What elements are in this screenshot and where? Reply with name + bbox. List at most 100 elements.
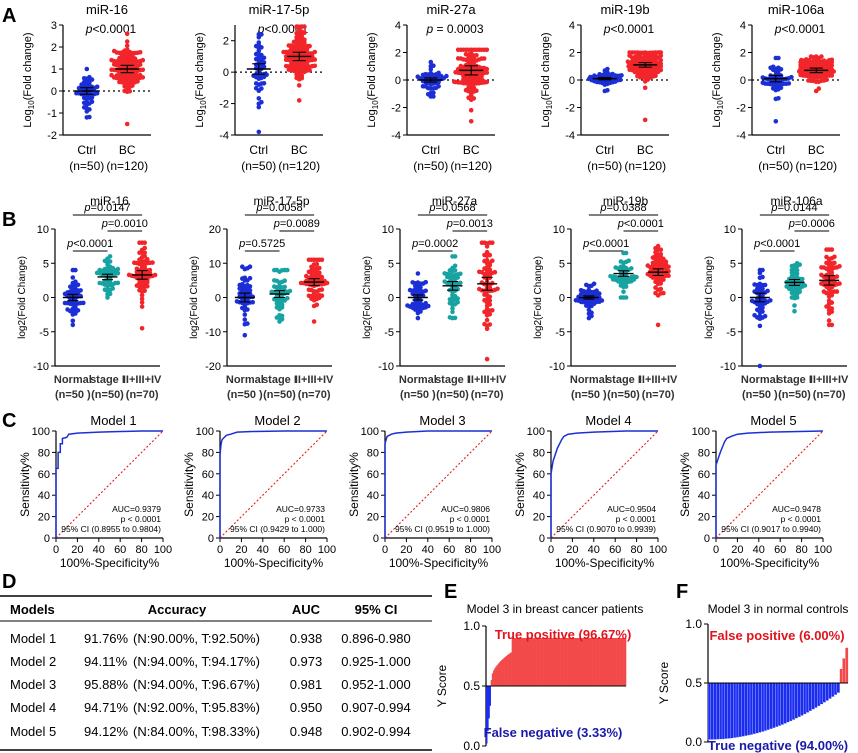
b-x-tick-label: II+III+IV: [639, 374, 678, 386]
a-ctrl-point: [76, 85, 82, 91]
d-accuracy-detail-cell: (N:90.00%, T:92.50%): [133, 631, 260, 646]
a-bc-point: [312, 57, 318, 62]
b-n-label: (n=50): [436, 389, 469, 401]
e-score-bar: [565, 638, 567, 686]
c-p-label: p < 0.0001: [121, 514, 162, 524]
f-score-bar: [719, 682, 723, 740]
a-bc-point: [137, 50, 143, 55]
b-point: [62, 300, 68, 306]
c-y-tick-label: 60: [533, 469, 545, 481]
b-point: [269, 289, 275, 295]
b-point: [591, 281, 597, 287]
a-ctrl-point: [256, 96, 262, 101]
e-score-bar: [608, 638, 610, 686]
b-point: [492, 269, 498, 275]
f-score-bar: [825, 682, 829, 701]
b-point: [242, 317, 248, 322]
b-plot-title: miR-19b: [603, 194, 649, 208]
c-x-axis-label: 100%-Specificity%: [224, 556, 324, 570]
e-y-tick-label: 0.5: [463, 679, 480, 693]
e-score-bar: [539, 638, 542, 686]
a-bc-point: [286, 49, 292, 54]
b-y-tick-label: 5: [388, 258, 394, 270]
a-bc-point: [122, 88, 127, 94]
a-ctrl-point: [760, 80, 766, 86]
a-bc-point: [813, 54, 819, 59]
c-roc-curve: [55, 430, 163, 538]
a-x-tick-label: BC: [291, 143, 308, 157]
a-ctrl-point: [431, 90, 436, 96]
a-bc-point: [140, 67, 146, 73]
b-point: [594, 288, 599, 294]
e-score-bar: [504, 656, 507, 686]
b-comparison-p: p=0.0388: [599, 202, 646, 214]
a-y-tick-label: 0: [740, 75, 746, 87]
a-bc-point: [124, 47, 130, 52]
a-ctrl-point: [81, 76, 87, 81]
b-point: [105, 295, 110, 300]
b-point: [137, 240, 142, 245]
a-bc-point: [124, 43, 130, 48]
b-point: [752, 313, 757, 318]
b-point: [272, 284, 277, 289]
c-x-axis-label: 100%-Specificity%: [720, 556, 820, 570]
e-score-bar: [594, 638, 596, 686]
a-bc-point: [474, 53, 479, 58]
b-point: [304, 273, 309, 279]
e-score-bar: [514, 638, 516, 686]
e-y-tick-label: 0.0: [463, 739, 480, 753]
b-point: [578, 287, 584, 293]
b-y-tick-label: 5: [43, 258, 49, 270]
b-n-label: (n=70): [298, 389, 331, 401]
c-x-axis-label: 100%-Specificity%: [60, 556, 160, 570]
b-y-tick-label: 20: [209, 224, 221, 236]
c-y-tick-label: 20: [367, 512, 379, 524]
c-x-tick-label: 0: [53, 544, 59, 556]
d-model-cell: Model 1: [10, 631, 56, 646]
a-bc-point: [109, 57, 114, 63]
e-score-bar: [607, 638, 609, 686]
b-point: [298, 280, 304, 286]
e-score-bar: [543, 638, 545, 686]
a-bc-point: [463, 51, 469, 57]
f-title: Model 3 in normal controls: [708, 602, 849, 616]
c-roc-curve: [384, 430, 492, 538]
e-score-bar: [494, 668, 496, 686]
a-bc-point: [468, 107, 474, 113]
b-point: [479, 240, 485, 245]
e-score-bar: [497, 663, 500, 686]
e-score-bar: [578, 638, 580, 686]
d-auc-cell: 0.973: [290, 654, 323, 669]
b-point: [139, 304, 145, 309]
f-label-negative: True negative (94.00%): [708, 738, 848, 753]
c-y-tick-label: 20: [202, 512, 214, 524]
a-bc-point: [455, 56, 461, 61]
e-score-bar: [589, 638, 592, 686]
a-ctrl-point: [94, 91, 100, 96]
b-point: [306, 287, 312, 293]
a-y-tick-label: 0: [51, 86, 57, 98]
a-ctrl-point: [259, 86, 264, 91]
b-point: [142, 253, 147, 259]
b-x-tick-label: Normal: [399, 374, 437, 386]
c-y-tick-label: 20: [698, 512, 710, 524]
e-score-bar: [566, 638, 568, 686]
a-y-tick-label: 2: [51, 42, 57, 54]
f-score-bar: [797, 682, 801, 718]
b-point: [407, 287, 413, 293]
b-point: [75, 308, 81, 313]
a-ctrl-point: [776, 96, 781, 101]
b-point: [279, 302, 285, 308]
c-diagonal-line: [550, 430, 659, 539]
b-y-tick-label: 10: [382, 224, 394, 236]
f-score-bar: [803, 682, 807, 715]
a-x-tick-label: BC: [808, 143, 825, 157]
b-y-tick-label: 5: [730, 258, 736, 270]
a-ctrl-point: [256, 129, 262, 135]
f-score-bar: [808, 682, 813, 712]
f-score-bar: [800, 682, 804, 716]
a-bc-point: [642, 85, 648, 91]
f-score-bar: [741, 682, 745, 737]
a-bc-point: [140, 57, 146, 63]
e-score-bar: [512, 638, 515, 686]
